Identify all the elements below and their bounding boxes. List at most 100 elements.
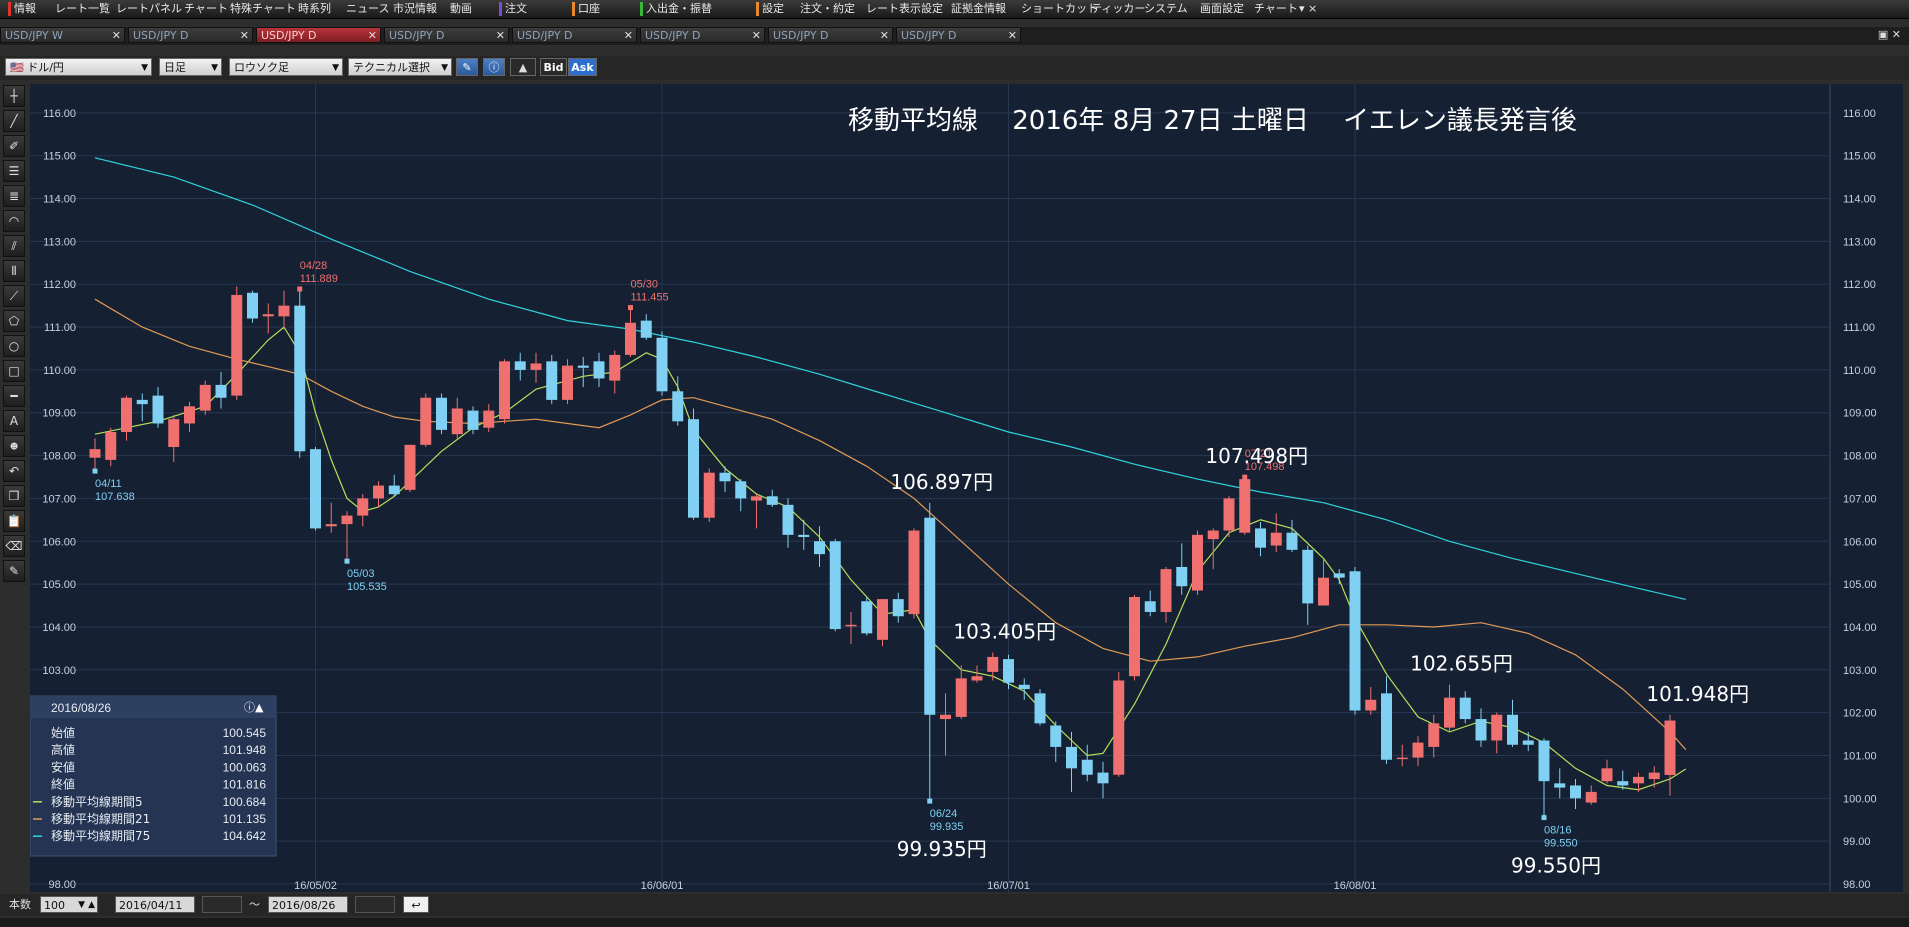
y-tick-label: 109.00 [42, 408, 76, 420]
from-time-input[interactable] [202, 896, 242, 913]
tab-chart[interactable]: USD/JPY D ✕ [640, 27, 765, 43]
menu-item[interactable]: 時系列 [298, 2, 331, 15]
from-date-input[interactable]: 2016/04/11 [115, 896, 195, 913]
candle-body [688, 419, 699, 518]
y-tick-label-right: 110.00 [1843, 365, 1876, 377]
tab-label: USD/JPY D [133, 29, 189, 42]
channel-tool-icon[interactable]: ⫽ [3, 235, 25, 257]
text-tool-icon[interactable]: A [3, 410, 25, 432]
info-panel-date: 2016/08/26 [51, 701, 111, 715]
pen-icon: ✎ [462, 61, 472, 74]
menu-item[interactable]: 動画 [450, 2, 472, 15]
tab-chart[interactable]: USD/JPY D ✕ [768, 27, 893, 43]
chart-style-select[interactable]: ロウソク足 ▼ [229, 58, 343, 76]
copy-tool-icon[interactable]: ❐ [3, 485, 25, 507]
menu-item[interactable]: レート一覧 [55, 2, 110, 15]
window-controls[interactable]: ▣ ✕ [1877, 28, 1901, 41]
tab-close-icon[interactable]: ✕ [367, 29, 377, 42]
circle-tool-icon[interactable]: ○ [3, 335, 25, 357]
tab-label: USD/JPY D [261, 29, 317, 42]
icon-tool-icon[interactable]: ☻ [3, 435, 25, 457]
tab-close-icon[interactable]: ✕ [239, 29, 249, 42]
candle-body [1617, 781, 1629, 786]
pentagon-tool-icon[interactable]: ⬠ [3, 310, 25, 332]
crosshair-tool-icon[interactable]: ┼ [3, 85, 25, 107]
candle-body [1270, 532, 1282, 546]
candle-body [1601, 768, 1613, 782]
trendline-tool-icon[interactable]: ╱ [3, 110, 25, 132]
tab-chart[interactable]: USD/JPY W ✕ [0, 27, 125, 43]
undo-tool-icon[interactable]: ↶ [3, 460, 25, 482]
rectangle-tool-icon[interactable]: □ [3, 360, 25, 382]
candle-body [1491, 714, 1503, 741]
tab-close-icon[interactable]: ✕ [495, 29, 505, 42]
tab-chart[interactable]: USD/JPY D ✕ [896, 27, 1021, 43]
menu-item[interactable]: ショートカット [1021, 2, 1098, 15]
pair-select[interactable]: 🇺🇸 ドル/円 ▼ [5, 58, 152, 76]
tab-close-icon[interactable]: ✕ [751, 29, 761, 42]
candle-body [766, 496, 778, 505]
menu-item[interactable]: 証拠金情報 [951, 2, 1006, 15]
menu-item[interactable]: 情報 [14, 2, 36, 15]
candle-body [735, 481, 747, 499]
fibonacci-arc-tool-icon[interactable]: ◠ [3, 210, 25, 232]
menu-item[interactable]: 注文 [505, 2, 527, 15]
ask-button[interactable]: Ask [568, 58, 597, 76]
menu-item[interactable]: 市況情報 [393, 2, 437, 15]
pen-button[interactable]: ✎ [456, 58, 478, 76]
candle-body [1239, 479, 1251, 533]
menu-item[interactable]: チャート [184, 2, 228, 15]
info-row-value: 101.948 [223, 743, 267, 757]
menu-item[interactable]: 画面設定 [1200, 2, 1244, 15]
candle-body [294, 305, 306, 452]
menu-item[interactable]: 設定 [762, 2, 784, 15]
marker-date: 08/16 [1544, 825, 1572, 837]
tab-close-icon[interactable]: ✕ [111, 29, 121, 42]
candle-body [1396, 757, 1408, 760]
fan-tool-icon[interactable]: ⟋ [3, 285, 25, 307]
menu-item[interactable]: 特殊チャート [230, 2, 296, 15]
chart-type-button[interactable]: ▲ [510, 58, 536, 76]
to-date-input[interactable]: 2016/08/26 [268, 896, 348, 913]
tab-close-icon[interactable]: ✕ [1007, 29, 1017, 42]
menu-overflow-icon[interactable]: ▾ × [1299, 2, 1318, 15]
paste-tool-icon[interactable]: 📋 [3, 510, 25, 532]
hline-tool-icon[interactable]: ☰ [3, 160, 25, 182]
multiline-tool-icon[interactable]: ≣ [3, 185, 25, 207]
menu-item[interactable]: システム [1144, 2, 1188, 15]
technical-select[interactable]: テクニカル選択 ▼ [348, 58, 452, 76]
tab-close-icon[interactable]: ✕ [623, 29, 633, 42]
menu-item[interactable]: ニュース [346, 2, 390, 15]
to-time-input[interactable] [355, 896, 395, 913]
bid-button[interactable]: Bid [540, 58, 567, 76]
candle-body [845, 624, 857, 627]
menu-item[interactable]: チャート [1254, 2, 1298, 15]
candle-body [1522, 740, 1534, 745]
vline-tool-icon[interactable]: ⦀ [3, 260, 25, 282]
menu-item[interactable]: 口座 [578, 2, 600, 15]
tab-chart[interactable]: USD/JPY D ✕ [256, 27, 381, 43]
line-tool-icon[interactable]: ━ [3, 385, 25, 407]
candle-body [262, 314, 274, 317]
marker-value: 99.550 [1544, 838, 1578, 850]
eraser-all-tool-icon[interactable]: ✎ [3, 560, 25, 582]
count-input[interactable]: 100 ▼ ▲ [40, 896, 98, 913]
menu-item[interactable]: レート表示設定 [866, 2, 943, 15]
tab-chart[interactable]: USD/JPY D ✕ [128, 27, 253, 43]
marker-value: 107.498 [1245, 461, 1285, 473]
ruler-tool-icon[interactable]: ✐ [3, 135, 25, 157]
refresh-button[interactable]: ↩ [403, 896, 429, 913]
candlestick-chart[interactable]: 116.00 116.00 115.00 115.00 114.00 114.00 113.… [30, 84, 1903, 892]
menu-item[interactable]: 入出金・振替 [646, 2, 712, 15]
info-button[interactable]: ⓘ [483, 58, 505, 76]
menu-item[interactable]: 注文・約定 [800, 2, 855, 15]
y-tick-label-right: 113.00 [1843, 236, 1876, 248]
y-tick-label-right: 104.00 [1843, 622, 1877, 634]
eraser-tool-icon[interactable]: ⌫ [3, 535, 25, 557]
menu-item[interactable]: ティッカー [1091, 2, 1146, 15]
tab-chart[interactable]: USD/JPY D ✕ [384, 27, 509, 43]
tab-chart[interactable]: USD/JPY D ✕ [512, 27, 637, 43]
period-select[interactable]: 日足 ▼ [159, 58, 222, 76]
menu-item[interactable]: レートパネル [116, 2, 182, 15]
tab-close-icon[interactable]: ✕ [879, 29, 889, 42]
